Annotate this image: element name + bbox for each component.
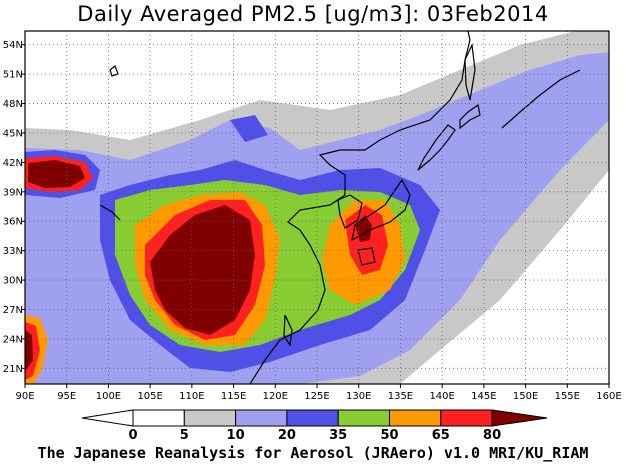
colorbar-boxes	[81, 409, 548, 427]
lon-label: 145E	[471, 391, 496, 402]
lat-label: 51N	[3, 70, 23, 81]
colorbar-box	[440, 409, 493, 427]
colorbar-label: 10	[227, 428, 245, 443]
lon-label: 125E	[304, 391, 329, 402]
lon-label: 155E	[555, 391, 580, 402]
lon-label: 110E	[179, 391, 204, 402]
lon-label: 90E	[15, 391, 34, 402]
footer-credit: The Japanese Reanalysis for Aerosol (JRA…	[37, 444, 589, 462]
hotspot-south-darkred	[25, 330, 33, 372]
lat-label: 45N	[3, 128, 23, 139]
colorbar-box	[389, 409, 442, 427]
colorbar-max-arrow	[491, 409, 548, 427]
colorbar-labels: 0 5 10 20 35 50 65 80	[128, 428, 501, 443]
gridlines	[25, 31, 609, 384]
lat-label: 21N	[3, 364, 23, 375]
latitude-labels: 54N 51N 48N 45N 42N 39N 36N 33N 30N 27N 24N 21N	[3, 40, 25, 375]
longitude-labels: 90E 95E 100E 105E 110E 115E 120E 125E 130E 135E 14…	[15, 384, 622, 402]
lon-label: 115E	[221, 391, 246, 402]
colorbar-box	[132, 409, 185, 427]
lat-label: 39N	[3, 187, 23, 198]
lat-label: 27N	[3, 305, 23, 316]
colorbar-box	[235, 409, 288, 427]
map-title: Daily Averaged PM2.5 [ug/m3]: 03Feb2014	[77, 2, 549, 26]
level-20-35-b	[230, 115, 268, 142]
lon-label: 130E	[346, 391, 371, 402]
lon-label: 100E	[96, 391, 121, 402]
colorbar-label: 65	[432, 428, 450, 443]
colorbar-label: 20	[278, 428, 296, 443]
hotspot-west-darkred	[28, 160, 85, 188]
lat-label: 48N	[3, 99, 23, 110]
lon-label: 150E	[513, 391, 538, 402]
lat-label: 30N	[3, 276, 23, 287]
colorbar-min-arrow	[81, 409, 134, 427]
colorbar-box	[337, 409, 391, 427]
colorbar-box	[183, 409, 237, 427]
coastlines	[99, 31, 581, 384]
lat-label: 42N	[3, 158, 23, 169]
colorbar-label: 50	[380, 428, 398, 443]
colorbar-box	[286, 409, 339, 427]
colorbar-label: 5	[180, 428, 189, 443]
colorbar-label: 35	[329, 428, 347, 443]
colorbar-label: 0	[128, 428, 137, 443]
lon-label: 105E	[137, 391, 162, 402]
lon-label: 120E	[263, 391, 288, 402]
lon-label: 95E	[57, 391, 76, 402]
lon-label: 135E	[388, 391, 413, 402]
colorbar-label: 80	[483, 428, 501, 443]
lon-label: 140E	[429, 391, 454, 402]
lat-label: 54N	[3, 40, 23, 51]
lat-label: 24N	[3, 334, 23, 345]
lat-label: 36N	[3, 217, 23, 228]
lon-label: 160E	[596, 391, 621, 402]
level-over-80	[150, 205, 255, 335]
lat-label: 33N	[3, 246, 23, 257]
